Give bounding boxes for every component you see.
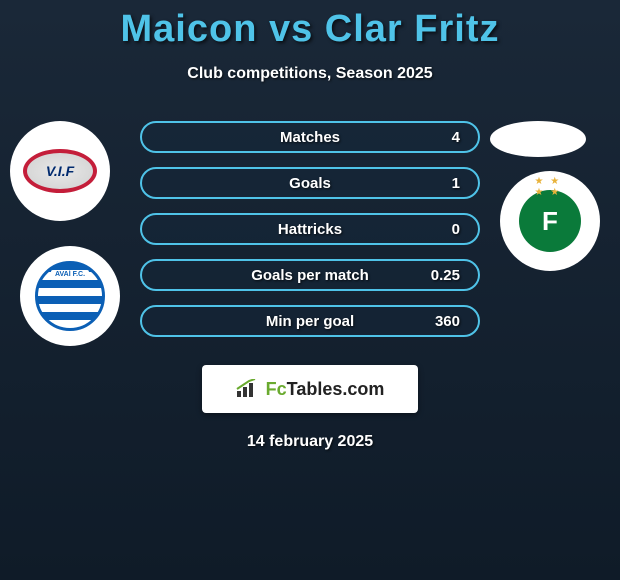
stat-label: Min per goal <box>196 313 424 330</box>
bar-chart-icon <box>236 379 260 399</box>
vif-crest: V.I.F <box>23 149 97 193</box>
fctables-logo[interactable]: FcTables.com <box>202 365 418 413</box>
avai-crest: AVAÍ F.C. <box>35 261 105 331</box>
stat-row-min-per-goal: 0 Min per goal 360 <box>140 305 480 337</box>
chapecoense-shield: ★ ★ ★ ★ F <box>519 190 581 252</box>
chapecoense-stars: ★ ★ ★ ★ <box>535 176 566 198</box>
stat-row-matches: 0 Matches 4 <box>140 121 480 153</box>
stat-label: Goals <box>196 175 424 192</box>
team-badge-ellipse <box>490 121 586 157</box>
stat-value: 360 <box>424 313 460 330</box>
stat-row-hattricks: 0 Hattricks 0 <box>140 213 480 245</box>
stat-label: Matches <box>196 129 424 146</box>
page-subtitle: Club competitions, Season 2025 <box>0 65 620 83</box>
team-badge-chapecoense: ★ ★ ★ ★ F <box>500 171 600 271</box>
stat-label: Goals per match <box>196 267 424 284</box>
chapecoense-letter: F <box>542 206 558 237</box>
stat-value: 0 <box>424 221 460 238</box>
stat-row-goals-per-match: 0 Goals per match 0.25 <box>140 259 480 291</box>
stat-row-goals: 0 Goals 1 <box>140 167 480 199</box>
logo-prefix: Fc <box>266 379 287 399</box>
avai-banner-text: AVAÍ F.C. <box>51 270 89 279</box>
team-badge-avai: AVAÍ F.C. <box>20 246 120 346</box>
logo-suffix: Tables.com <box>287 379 385 399</box>
stat-value: 1 <box>424 175 460 192</box>
stat-label: Hattricks <box>196 221 424 238</box>
stat-value: 0.25 <box>424 267 460 284</box>
content-area: V.I.F AVAÍ F.C. ★ ★ ★ ★ F 0 Matches 4 0 … <box>0 121 620 451</box>
stats-list: 0 Matches 4 0 Goals 1 0 Hattricks 0 0 Go… <box>140 121 480 337</box>
page-title: Maicon vs Clar Fritz <box>0 0 620 51</box>
fctables-text: FcTables.com <box>266 379 385 400</box>
generation-date: 14 february 2025 <box>0 433 620 451</box>
vif-crest-text: V.I.F <box>46 163 74 179</box>
team-badge-vif: V.I.F <box>10 121 110 221</box>
stat-value: 4 <box>424 129 460 146</box>
